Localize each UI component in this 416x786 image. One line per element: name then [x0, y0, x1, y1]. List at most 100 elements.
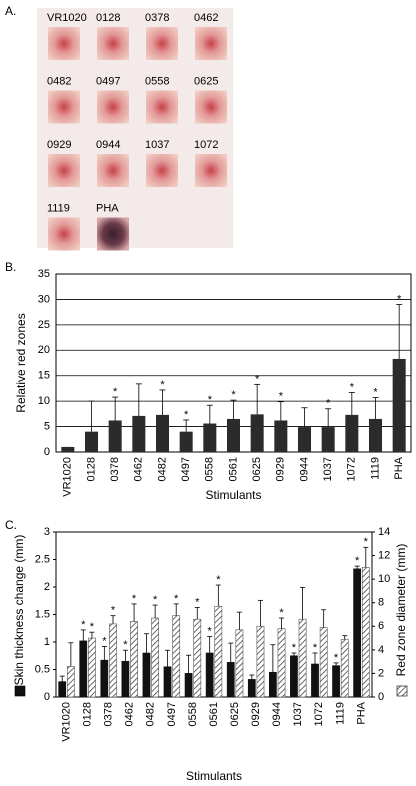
bar — [268, 671, 277, 698]
y2-tick-label: 6 — [378, 620, 384, 632]
photo-label: 0128 — [96, 12, 120, 24]
bar — [61, 446, 75, 452]
x-tick-label: 0929 — [275, 457, 287, 481]
y2-tick-label: 2 — [378, 667, 384, 679]
y-tick-label: 10 — [38, 395, 50, 407]
significance-marker: * — [334, 652, 339, 664]
significance-marker: * — [174, 593, 179, 605]
x-tick-label: 0561 — [227, 457, 239, 481]
significance-marker: * — [350, 381, 355, 393]
significance-marker: * — [113, 386, 118, 398]
bar — [340, 638, 349, 698]
significance-marker: * — [90, 621, 95, 633]
significance-marker: * — [292, 642, 297, 654]
photo-label: 0625 — [194, 75, 218, 87]
x-tick-label: 0462 — [133, 457, 145, 481]
y2-tick-label: 10 — [378, 573, 390, 585]
x-tick-label: 0497 — [180, 457, 192, 481]
bar — [226, 662, 235, 698]
significance-marker: * — [195, 596, 200, 608]
bar — [277, 628, 286, 698]
bar — [250, 414, 264, 452]
bar — [311, 663, 319, 698]
photo-label: 0929 — [47, 139, 71, 151]
bar — [203, 423, 217, 452]
photo — [146, 27, 178, 60]
significance-marker: * — [123, 639, 128, 651]
x-tick-label: 0128 — [82, 702, 94, 726]
photo-label: 0378 — [145, 12, 169, 24]
y-tick-label: 35 — [38, 268, 50, 280]
photo — [146, 90, 178, 124]
significance-marker: * — [279, 607, 284, 619]
x-tick-label: 1072 — [346, 457, 358, 481]
axis-title: Red zone diameter (mm) — [394, 544, 408, 677]
y2-tick-label: 4 — [378, 644, 384, 656]
significance-marker: * — [132, 593, 137, 605]
x-tick-label: 0378 — [103, 702, 115, 726]
bar — [84, 431, 99, 452]
panel-label: C. — [5, 518, 17, 532]
y-tick-label: 0 — [44, 446, 50, 458]
bar — [297, 427, 312, 452]
photo — [195, 27, 227, 60]
photo-label: 0482 — [47, 75, 71, 87]
photo-label: VR1020 — [47, 12, 87, 24]
bar — [184, 673, 193, 698]
panel-label: A. — [5, 4, 16, 18]
x-tick-label: 0625 — [251, 457, 263, 481]
bar — [345, 414, 359, 452]
x-tick-label: 0929 — [250, 702, 262, 726]
legend-swatch — [14, 685, 26, 697]
x-tick-label: 1037 — [292, 702, 304, 726]
bar — [151, 617, 160, 698]
y-tick-label: 5 — [44, 420, 50, 432]
x-tick-label: 0944 — [271, 702, 283, 726]
significance-marker: * — [364, 536, 369, 548]
bar — [290, 655, 298, 698]
y-tick-label: 2 — [44, 581, 50, 593]
y-axis-title: Relative red zones — [14, 313, 28, 412]
x-tick-label: 0482 — [145, 702, 157, 726]
legend-swatch — [396, 685, 408, 697]
y2-tick-label: 8 — [378, 597, 384, 609]
bar — [108, 420, 122, 452]
y-tick-label: 0.5 — [35, 663, 50, 675]
x-tick-label: 0497 — [166, 702, 178, 726]
x-tick-label: 0561 — [208, 702, 220, 726]
bar — [155, 414, 170, 452]
bar — [179, 431, 193, 452]
y-tick-label: 1.5 — [35, 608, 50, 620]
bar — [132, 415, 146, 452]
photo — [97, 154, 129, 187]
bar — [214, 605, 223, 698]
x-tick-label: VR1020 — [60, 702, 72, 742]
y2-tick-label: 12 — [378, 549, 390, 561]
significance-marker: * — [111, 605, 116, 617]
bar — [172, 615, 181, 698]
x-tick-label: 0558 — [187, 702, 199, 726]
bar — [163, 666, 172, 698]
significance-marker: * — [208, 394, 213, 406]
x-axis-title: Stimulants — [186, 769, 242, 783]
photo — [195, 154, 227, 187]
bar — [274, 420, 288, 452]
x-tick-label: 1119 — [369, 457, 381, 480]
y2-tick-label: 0 — [378, 691, 384, 703]
significance-marker: * — [160, 379, 165, 391]
significance-marker: * — [153, 594, 158, 606]
photo — [97, 217, 129, 251]
bar — [121, 660, 130, 698]
bar — [319, 627, 328, 698]
photo-label: 0462 — [194, 12, 218, 24]
significance-marker: * — [373, 386, 378, 398]
significance-marker: * — [326, 398, 331, 410]
y-tick-label: 30 — [38, 293, 50, 305]
significance-marker: * — [231, 389, 236, 401]
bar — [361, 567, 370, 698]
photo — [97, 90, 129, 124]
bar — [353, 568, 362, 698]
bar — [226, 418, 241, 452]
x-tick-label: 0482 — [156, 457, 168, 481]
